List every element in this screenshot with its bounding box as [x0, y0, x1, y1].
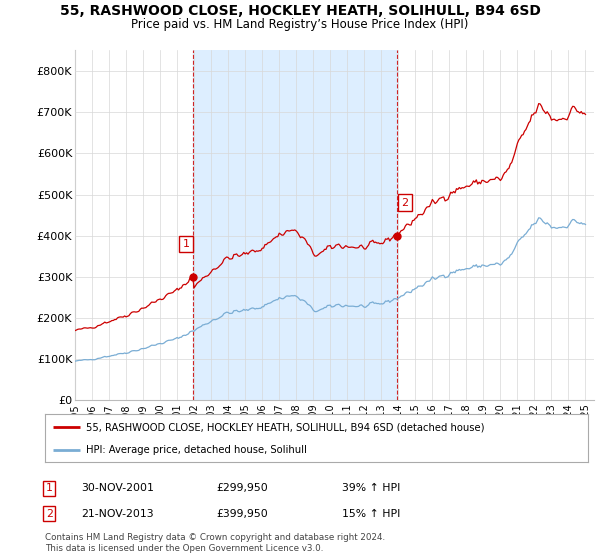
Text: 21-NOV-2013: 21-NOV-2013 — [81, 508, 154, 519]
Text: 1: 1 — [46, 483, 53, 493]
Text: 30-NOV-2001: 30-NOV-2001 — [81, 483, 154, 493]
Text: 39% ↑ HPI: 39% ↑ HPI — [342, 483, 400, 493]
Text: Contains HM Land Registry data © Crown copyright and database right 2024.
This d: Contains HM Land Registry data © Crown c… — [45, 533, 385, 553]
Bar — [193, 50, 397, 400]
Text: 1: 1 — [182, 239, 190, 249]
Text: 2: 2 — [401, 198, 409, 208]
Text: 15% ↑ HPI: 15% ↑ HPI — [342, 508, 400, 519]
Text: 2: 2 — [46, 508, 53, 519]
Text: 55, RASHWOOD CLOSE, HOCKLEY HEATH, SOLIHULL, B94 6SD: 55, RASHWOOD CLOSE, HOCKLEY HEATH, SOLIH… — [59, 4, 541, 18]
Text: £399,950: £399,950 — [216, 508, 268, 519]
Text: HPI: Average price, detached house, Solihull: HPI: Average price, detached house, Soli… — [86, 445, 307, 455]
Text: Price paid vs. HM Land Registry’s House Price Index (HPI): Price paid vs. HM Land Registry’s House … — [131, 18, 469, 31]
Text: £299,950: £299,950 — [216, 483, 268, 493]
Text: 55, RASHWOOD CLOSE, HOCKLEY HEATH, SOLIHULL, B94 6SD (detached house): 55, RASHWOOD CLOSE, HOCKLEY HEATH, SOLIH… — [86, 422, 484, 432]
